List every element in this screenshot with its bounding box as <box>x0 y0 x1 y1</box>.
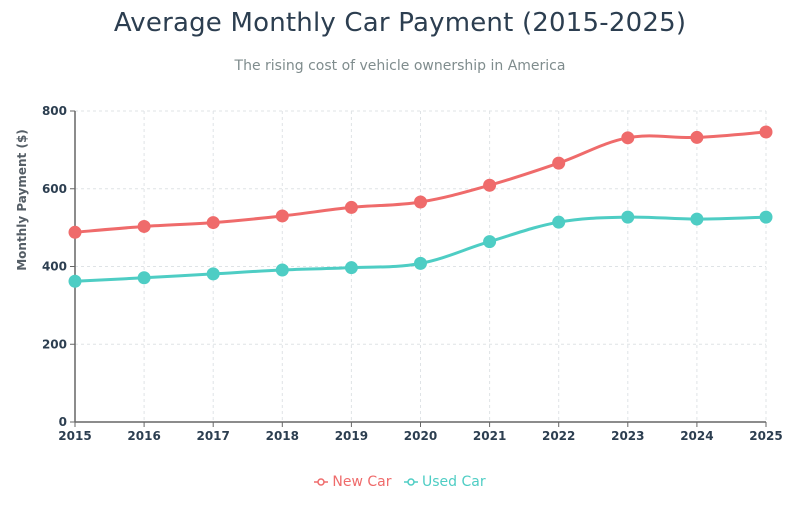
data-point-used-car[interactable] <box>68 274 82 288</box>
data-point-new-car[interactable] <box>690 130 704 144</box>
data-point-new-car[interactable] <box>414 195 427 209</box>
x-tick-label: 2021 <box>473 429 506 443</box>
x-tick-label: 2020 <box>404 429 437 443</box>
data-point-used-car[interactable] <box>414 256 427 270</box>
y-tick-label: 600 <box>42 182 67 196</box>
x-tick-label: 2017 <box>196 429 229 443</box>
y-axis-title: Monthly Payment ($) <box>15 129 29 271</box>
data-point-used-car[interactable] <box>344 261 358 275</box>
x-tick-label: 2024 <box>680 429 713 443</box>
data-point-used-car[interactable] <box>690 212 704 226</box>
data-point-new-car[interactable] <box>759 125 773 139</box>
data-point-new-car[interactable] <box>275 209 289 223</box>
legend-item-new-car[interactable]: New Car <box>314 474 392 490</box>
legend-label: New Car <box>332 474 392 490</box>
data-point-new-car[interactable] <box>68 225 82 239</box>
grid <box>75 110 767 422</box>
axes: 0 200 400 600 800 2015 2016 2017 2018 2019 2020 202… <box>42 104 783 443</box>
y-tick-label: 800 <box>42 104 67 118</box>
data-point-new-car[interactable] <box>344 200 358 214</box>
x-tick-label: 2018 <box>266 429 299 443</box>
data-point-new-car[interactable] <box>552 156 566 170</box>
data-point-new-car[interactable] <box>621 131 635 145</box>
y-tick-label: 0 <box>59 415 67 429</box>
data-point-used-car[interactable] <box>759 210 773 224</box>
x-tick-label: 2022 <box>542 429 575 443</box>
data-point-new-car[interactable] <box>483 178 497 192</box>
x-tick-label: 2016 <box>127 429 160 443</box>
legend-line-marker-icon <box>403 478 418 486</box>
series-group <box>68 125 773 288</box>
data-point-new-car[interactable] <box>206 216 220 230</box>
legend: New Car Used Car <box>0 474 800 491</box>
x-tick-label: 2019 <box>335 429 368 443</box>
data-point-used-car[interactable] <box>206 267 220 281</box>
y-tick-label: 400 <box>42 260 67 274</box>
legend-label: Used Car <box>421 474 486 490</box>
legend-line-marker-icon <box>314 478 329 486</box>
chart-title: Average Monthly Car Payment (2015-2025) <box>113 8 687 38</box>
data-point-used-car[interactable] <box>275 263 289 277</box>
data-point-used-car[interactable] <box>552 215 566 229</box>
legend-item-used-car[interactable]: Used Car <box>403 474 486 490</box>
data-point-new-car[interactable] <box>137 219 151 233</box>
y-tick-label: 200 <box>42 337 67 351</box>
x-tick-label: 2025 <box>749 429 782 443</box>
x-tick-label: 2015 <box>58 429 91 443</box>
chart-subtitle: The rising cost of vehicle ownership in … <box>234 58 566 74</box>
x-tick-label: 2023 <box>611 429 644 443</box>
data-point-used-car[interactable] <box>483 235 497 249</box>
data-point-used-car[interactable] <box>137 271 151 285</box>
data-point-used-car[interactable] <box>621 210 635 224</box>
